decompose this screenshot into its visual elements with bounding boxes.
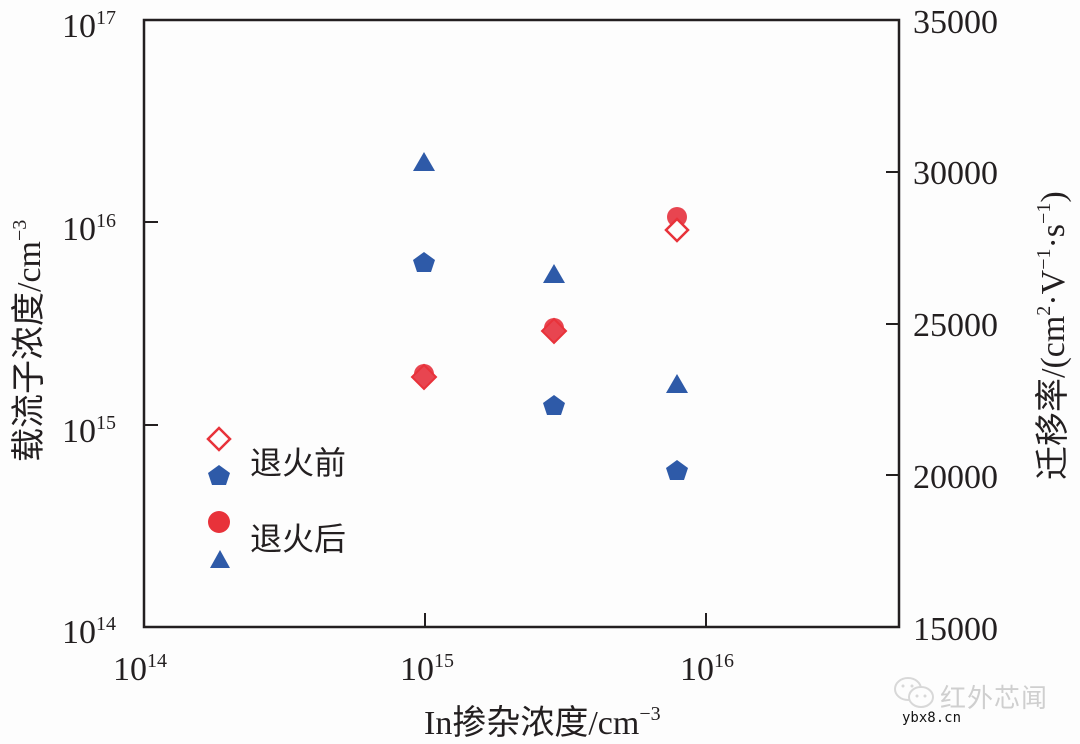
legend-label-after: 退火后 xyxy=(250,521,346,557)
diamond-marker xyxy=(540,317,568,345)
legend-label-before: 退火前 xyxy=(250,445,346,481)
y2-tick-30000: 30000 xyxy=(913,155,998,192)
circle-marker xyxy=(667,207,687,227)
legend-circle-icon xyxy=(208,511,230,533)
y2-tick-20000: 20000 xyxy=(913,459,998,496)
y-tick-1e17: 1017 xyxy=(62,7,116,45)
y2-tick-25000: 25000 xyxy=(913,307,998,344)
y-tick-1e14: 1014 xyxy=(62,613,116,651)
x-axis-title: In掺杂浓度/cm−3 xyxy=(424,703,661,742)
legend-triangle-icon xyxy=(210,550,230,568)
diamond-marker xyxy=(410,363,438,391)
legend-pentagon-icon xyxy=(208,465,230,485)
legend-diamond-icon xyxy=(206,426,232,452)
series-after-carrier xyxy=(414,207,687,384)
series-before-mobility xyxy=(413,252,688,480)
y2-tick-15000: 15000 xyxy=(913,611,998,648)
triangle-marker xyxy=(543,264,565,283)
triangle-marker xyxy=(413,152,435,171)
left-axis-tick-labels: 1017 1016 1015 1014 xyxy=(62,7,116,651)
y2-axis-title: 迁移率/(cm2·V−1·s−1) xyxy=(1033,191,1072,480)
y2-tick-35000: 35000 xyxy=(913,4,998,41)
triangle-marker xyxy=(666,374,688,393)
watermark-url: ybx8.cn xyxy=(902,710,962,726)
bottom-axis-tick-labels: 1014 1015 1016 xyxy=(113,650,734,688)
pentagon-marker xyxy=(413,252,435,272)
x-tick-1e15: 1015 xyxy=(400,650,454,688)
right-axis-tick-labels: 35000 30000 25000 20000 15000 xyxy=(913,4,998,648)
y-tick-1e16: 1016 xyxy=(62,210,116,248)
wechat-icon xyxy=(894,677,934,708)
series-after-mobility xyxy=(413,152,688,393)
watermark-title: 红外芯闻 xyxy=(940,684,1049,714)
pentagon-marker xyxy=(666,460,688,480)
x-tick-1e14: 1014 xyxy=(113,650,167,688)
y-tick-1e15: 1015 xyxy=(62,412,116,450)
left-axis-ticks xyxy=(144,221,158,426)
right-axis-ticks xyxy=(886,171,899,476)
series-before-carrier xyxy=(410,217,690,391)
diamond-marker xyxy=(664,217,690,243)
legend: 退火前 退火后 xyxy=(206,426,346,568)
bottom-axis-ticks xyxy=(424,613,707,627)
x-tick-1e16: 1016 xyxy=(680,650,734,688)
y-axis-title: 载流子浓度/cm−3 xyxy=(9,220,48,462)
pentagon-marker xyxy=(543,395,565,415)
